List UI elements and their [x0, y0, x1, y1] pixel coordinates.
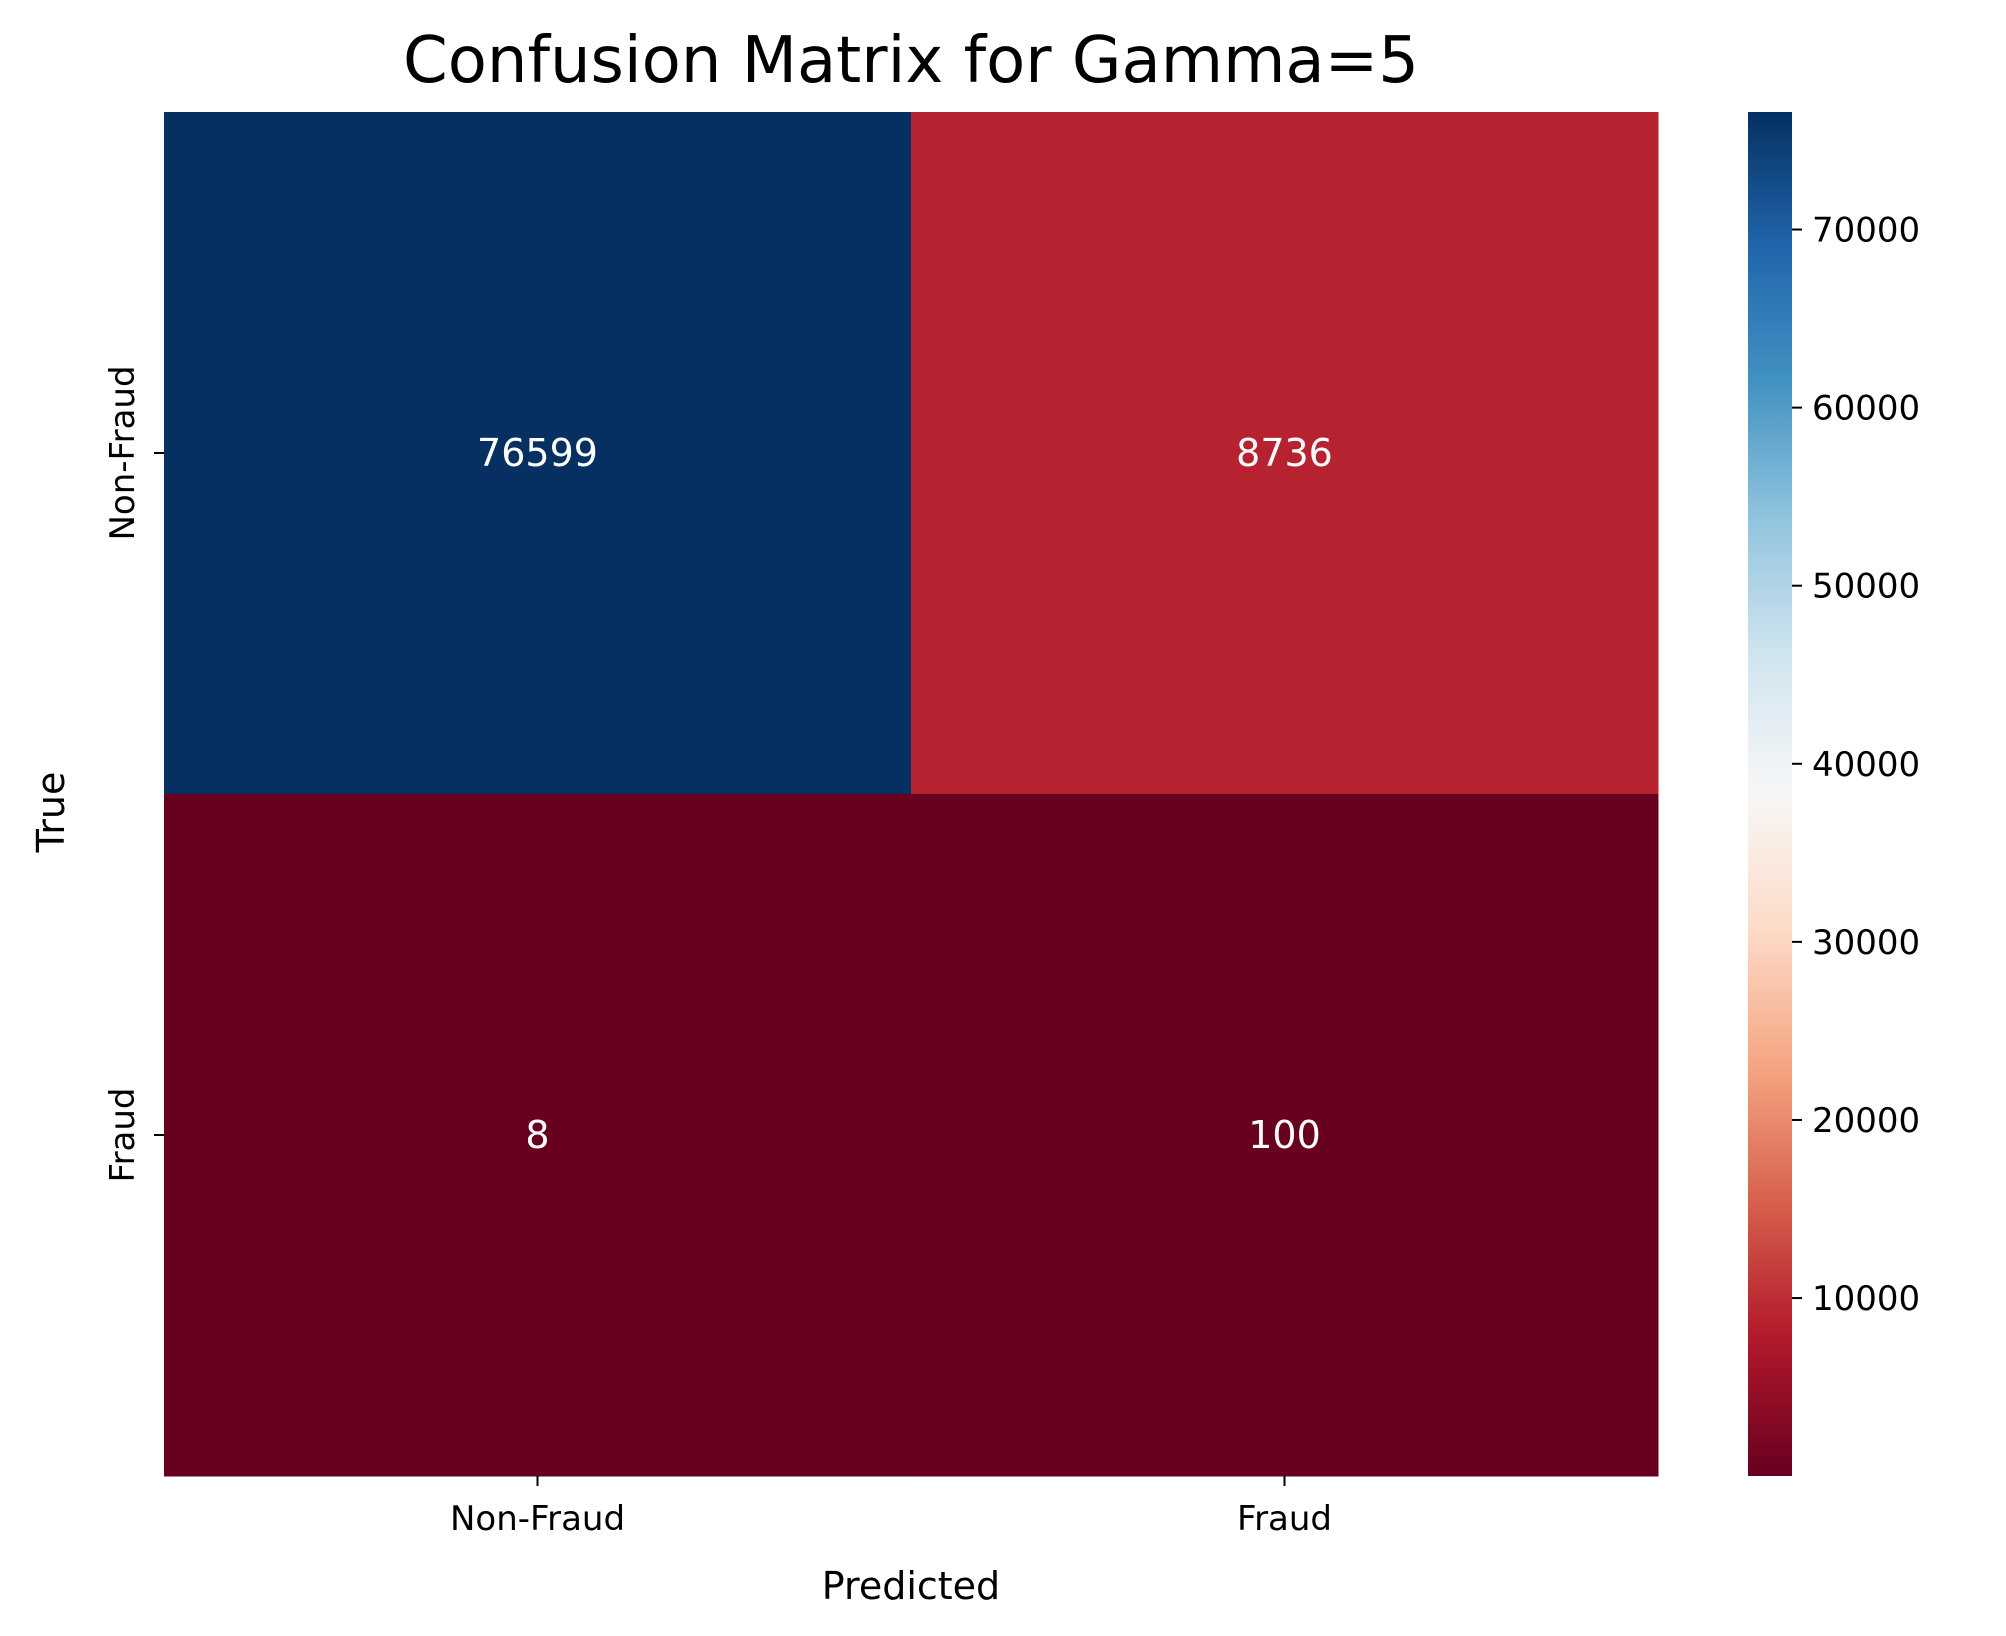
cell-value-non-fraud-fraud: 8736 — [1236, 431, 1333, 475]
cell-value-fraud-fraud: 100 — [1248, 1113, 1321, 1157]
colorbar-tick-label: 40000 — [1812, 745, 1920, 785]
colorbar-tick-label: 20000 — [1812, 1101, 1920, 1141]
x-tick-label: Non-Fraud — [450, 1499, 625, 1539]
colorbar — [1748, 112, 1792, 1476]
heatmap-cells — [164, 112, 1659, 1477]
cell-non-fraud-non-fraud — [164, 112, 912, 795]
y-tick-label: Non-Fraud — [103, 365, 143, 540]
colorbar-ticks: 10000 20000 30000 40000 50000 60000 70000 — [1792, 211, 1920, 1319]
colorbar-tick-label: 30000 — [1812, 923, 1920, 963]
x-axis-ticks: Non-Fraud Fraud — [450, 1476, 1332, 1539]
cell-value-non-fraud-non-fraud: 76599 — [477, 431, 598, 475]
colorbar-tick-label: 10000 — [1812, 1279, 1920, 1319]
colorbar-tick-label: 70000 — [1812, 211, 1920, 251]
chart-title: Confusion Matrix for Gamma=5 — [403, 24, 1419, 98]
cell-fraud-non-fraud — [164, 794, 912, 1477]
y-tick-label: Fraud — [103, 1087, 143, 1182]
cell-annotations: 76599 8736 8 100 — [477, 431, 1333, 1157]
cell-non-fraud-fraud — [911, 112, 1659, 795]
y-axis-label: True — [29, 772, 73, 854]
x-axis-label: Predicted — [822, 1564, 1000, 1608]
colorbar-tick-label: 50000 — [1812, 567, 1920, 607]
cell-fraud-fraud — [911, 794, 1659, 1477]
x-tick-label: Fraud — [1237, 1499, 1332, 1539]
colorbar-tick-label: 60000 — [1812, 389, 1920, 429]
y-axis-ticks: Non-Fraud Fraud — [103, 365, 164, 1183]
cell-value-fraud-non-fraud: 8 — [525, 1113, 549, 1157]
